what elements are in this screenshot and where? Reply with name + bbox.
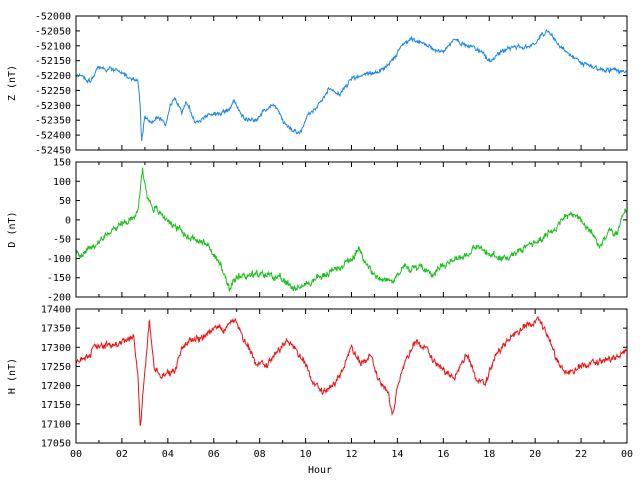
- y-tick-label: 17150: [41, 400, 71, 411]
- series-line-d: [76, 167, 627, 292]
- y-tick-label: 17400: [41, 305, 71, 316]
- y-axis-title: D (nT): [7, 211, 18, 247]
- y-tick-label: -200: [47, 293, 71, 304]
- y-tick-label: -150: [47, 273, 71, 284]
- x-tick-label: 00: [70, 449, 82, 460]
- y-tick-label: -52150: [35, 56, 71, 67]
- panel-d: 150 100 50 0 -50 -100 -150 -200 D (nT): [7, 158, 628, 304]
- panel-h: 17400 17350 17300 17250 17200 17150 17100 17050…: [7, 305, 628, 450]
- y-tick-label: 17200: [41, 381, 71, 392]
- x-tick-label: 14: [391, 449, 403, 460]
- y-tick-label: -100: [47, 254, 71, 265]
- x-tick-label: 22: [575, 449, 587, 460]
- chart-panels: -52000 -52050 -52100 -52150 -52200 -52250 -523…: [7, 12, 628, 450]
- x-axis: 00 02 04 06 08 10 12 14 16 18 20 22 00: [70, 449, 633, 460]
- plot-frame: [75, 308, 628, 444]
- x-tick-label: 08: [254, 449, 266, 460]
- plot-frame: [75, 161, 628, 298]
- y-tick-label: -52100: [35, 41, 71, 52]
- x-tick-label: 06: [208, 449, 220, 460]
- y-tick-label: 150: [53, 158, 71, 169]
- y-tick-label: 100: [53, 177, 71, 188]
- y-tick-label: -52200: [35, 71, 71, 82]
- y-tick-label: 0: [65, 215, 71, 226]
- y-axis-title: Z (nT): [7, 65, 18, 101]
- x-tick-label: 20: [529, 449, 541, 460]
- plot-frame: [75, 15, 628, 151]
- x-tick-label: 18: [483, 449, 495, 460]
- y-tick-label: -50: [53, 235, 71, 246]
- x-tick-label: 12: [345, 449, 357, 460]
- y-tick-label: -52000: [35, 12, 71, 23]
- y-tick-label: 17300: [41, 343, 71, 354]
- y-tick-label: -52250: [35, 86, 71, 97]
- series-line-z: [76, 29, 627, 141]
- y-tick-label: 17350: [41, 324, 71, 335]
- y-tick-label: 50: [59, 196, 71, 207]
- x-tick-label: 04: [162, 449, 174, 460]
- y-axis-title: H (nT): [7, 358, 18, 394]
- y-tick-label: 17100: [41, 419, 71, 430]
- y-tick-label: 17250: [41, 362, 71, 373]
- x-axis-title: Hour: [308, 465, 332, 476]
- y-tick-label: -52400: [35, 131, 71, 142]
- series-line-h: [76, 315, 627, 426]
- x-tick-label: 16: [437, 449, 449, 460]
- y-tick-label: -52300: [35, 101, 71, 112]
- x-tick-label: 00: [621, 449, 633, 460]
- y-tick-label: 17050: [41, 439, 71, 450]
- x-tick-label: 02: [116, 449, 128, 460]
- y-tick-label: -52050: [35, 26, 71, 37]
- y-tick-label: -52350: [35, 116, 71, 127]
- y-tick-label: -52450: [35, 146, 71, 157]
- x-tick-label: 10: [300, 449, 312, 460]
- panel-z: -52000 -52050 -52100 -52150 -52200 -52250 -523…: [7, 12, 628, 157]
